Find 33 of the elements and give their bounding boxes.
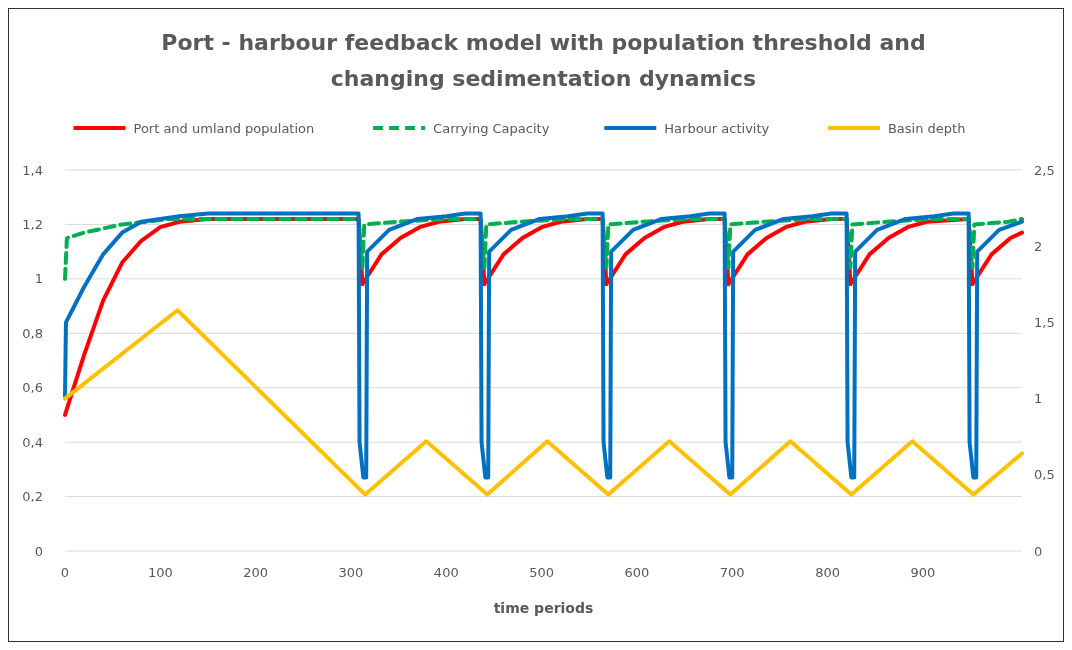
x-axis-title: time periods: [493, 600, 594, 616]
y-tick-label: 0,4: [22, 434, 43, 450]
x-tick-label: 400: [433, 565, 459, 580]
y-tick-label: 0,6: [22, 380, 43, 396]
y2-tick-label: 2: [1034, 238, 1043, 254]
x-tick-label: 800: [815, 565, 840, 580]
line-series: [63, 216, 1024, 281]
x-tick-label: 900: [910, 565, 936, 580]
x-tick-label: 600: [624, 565, 650, 580]
x-tick-label: 300: [338, 565, 364, 580]
y2-tick-label: 1: [1034, 391, 1043, 407]
y2-tick-label: 0: [1034, 543, 1043, 559]
x-tick-label: 200: [243, 565, 269, 580]
legend-label: Carrying Capacity: [433, 120, 550, 136]
y-tick-label: 0,8: [22, 325, 43, 341]
y-tick-label: 1,4: [22, 162, 43, 178]
legend-label: Harbour activity: [664, 120, 770, 136]
x-tick-label: 0: [60, 565, 70, 580]
y-tick-label: 0: [34, 543, 43, 559]
y2-tick-label: 0,5: [1034, 467, 1055, 483]
y-tick-label: 1: [34, 271, 43, 287]
y2-tick-label: 2,5: [1034, 162, 1055, 178]
chart-title: Port - harbour feedback model with population threshold and changing sedimentation dynamics: [161, 30, 926, 91]
x-tick-label: 100: [147, 565, 173, 580]
line-series: [63, 211, 1024, 480]
legend-label: Basin depth: [887, 120, 966, 136]
y-tick-label: 0,2: [22, 489, 43, 505]
y-tick-label: 1,2: [22, 216, 43, 232]
y2-tick-label: 1,5: [1034, 314, 1055, 330]
line-series: [63, 308, 1024, 497]
legend-label: Port and umland population: [133, 120, 315, 136]
x-tick-label: 700: [719, 565, 745, 580]
x-tick-label: 500: [529, 565, 555, 580]
